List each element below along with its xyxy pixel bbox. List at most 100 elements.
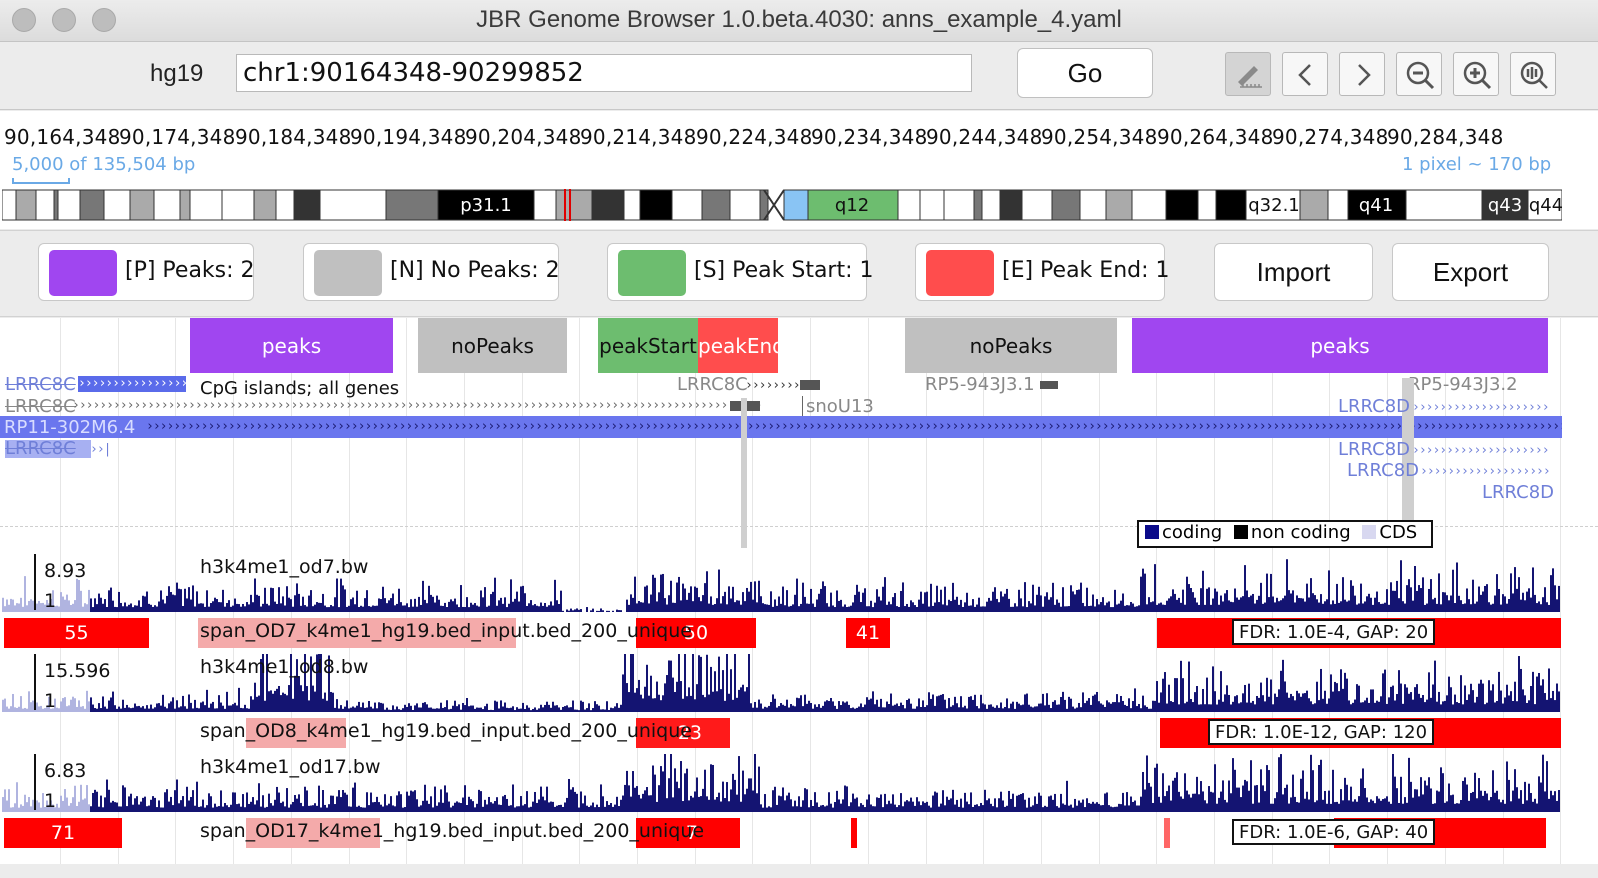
annotation-peak-end[interactable]: peakEnd <box>698 318 785 373</box>
coverage-bar <box>1228 780 1230 812</box>
gene-label[interactable]: snoU13 <box>806 396 874 417</box>
peak-track[interactable]: 55 50 41 span_OD7_k4me1_hg19.bed_input.b… <box>0 616 1598 650</box>
gene-label[interactable]: RP5-943J3.2 <box>1408 374 1518 395</box>
fdr-gap-box[interactable]: FDR: 1.0E-12, GAP: 120 <box>1208 719 1435 745</box>
peak-track[interactable]: 71 7 span_OD17_k4me1_hg19.bed_input.bed_… <box>0 816 1598 850</box>
import-button[interactable]: Import <box>1214 243 1373 301</box>
peak-block[interactable] <box>1164 818 1170 848</box>
coverage-bar <box>1020 794 1022 812</box>
coverage-bar <box>462 797 464 812</box>
gene-feature[interactable] <box>802 396 803 416</box>
peak-block[interactable]: 41 <box>846 618 890 648</box>
coverage-bar <box>1526 800 1528 812</box>
fdr-gap-box[interactable]: FDR: 1.0E-6, GAP: 40 <box>1232 819 1436 845</box>
coverage-bar <box>662 695 664 712</box>
peak-start-button[interactable]: [S] Peak Start: 1 <box>607 243 874 301</box>
zoom-window-button[interactable] <box>92 8 116 32</box>
peak-block[interactable] <box>246 818 380 848</box>
strand-arrows: ››››››››››››››››››››››››››››››››››››››››… <box>72 398 762 413</box>
coverage-bar <box>1378 798 1380 812</box>
peak-block[interactable]: 23 <box>636 718 730 748</box>
coverage-bar <box>848 704 850 712</box>
gene-feature[interactable] <box>5 440 91 458</box>
coverage-bar <box>706 654 708 712</box>
go-button[interactable]: Go <box>1017 48 1153 98</box>
minimize-window-button[interactable] <box>52 8 76 32</box>
coverage-bar <box>658 694 660 712</box>
gene-label[interactable]: RP11-302M6.4 <box>4 417 136 438</box>
coverage-bar <box>700 601 702 612</box>
coverage-bar <box>384 709 386 712</box>
coverage-bar <box>1286 784 1288 812</box>
gene-feature[interactable] <box>1040 381 1058 389</box>
pencil-ruler-button[interactable] <box>1225 52 1271 96</box>
gene-label[interactable]: LRRC8C <box>5 374 76 395</box>
gene-label[interactable]: RP5-943J3.1 <box>925 374 1035 395</box>
peaks-button[interactable]: [P] Peaks: 2 <box>38 243 255 301</box>
coverage-bar <box>18 603 20 612</box>
coverage-bar <box>318 602 320 612</box>
coverage-bar <box>988 597 990 612</box>
peak-block[interactable]: 50 <box>636 618 756 648</box>
peak-block[interactable]: 7 <box>636 818 740 848</box>
coverage-bar <box>752 790 754 812</box>
annotation-peaks[interactable]: peaks <box>1132 318 1548 373</box>
no-peaks-button[interactable]: [N] No Peaks: 2 <box>303 243 560 301</box>
peak-block[interactable]: 71 <box>4 818 122 848</box>
coverage-bar <box>310 805 312 812</box>
annotation-no-peaks[interactable]: noPeaks <box>418 318 567 373</box>
zoom-out-button[interactable] <box>1396 52 1442 96</box>
coverage-bar <box>274 601 276 612</box>
peak-block[interactable] <box>246 718 346 748</box>
peak-end-button[interactable]: [E] Peak End: 1 <box>915 243 1170 301</box>
zoom-in-button[interactable] <box>1453 52 1499 96</box>
coverage-histogram[interactable] <box>0 750 1562 812</box>
forward-button[interactable] <box>1339 52 1385 96</box>
coverage-bar <box>1546 602 1548 612</box>
gene-feature[interactable] <box>800 380 820 390</box>
coverage-bar <box>1440 704 1442 712</box>
coverage-bar <box>1510 801 1512 812</box>
zoom-fit-button[interactable] <box>1510 52 1556 96</box>
annotation-no-peaks[interactable]: noPeaks <box>905 318 1117 373</box>
coverage-bar <box>410 705 412 712</box>
coverage-bar <box>698 796 700 812</box>
gene-label[interactable]: LRRC8C <box>677 374 748 395</box>
coverage-bar <box>1040 703 1042 712</box>
fdr-gap-box[interactable]: FDR: 1.0E-4, GAP: 20 <box>1232 619 1436 645</box>
coverage-bar <box>186 598 188 612</box>
coverage-bar <box>608 804 610 812</box>
gene-label[interactable]: LRRC8C <box>5 396 76 417</box>
peak-block[interactable] <box>198 618 516 648</box>
location-input[interactable]: chr1:90164348-90299852 <box>236 54 972 92</box>
gene-label[interactable]: LRRC8C <box>5 438 76 459</box>
gene-label[interactable]: LRRC8D <box>1338 396 1411 417</box>
coverage-bar <box>1368 702 1370 712</box>
coverage-bar <box>1038 792 1040 812</box>
tracks-panel[interactable]: peaks noPeaks peakStart peakEnd noPeaks … <box>0 318 1598 864</box>
coverage-bar <box>196 707 198 712</box>
gene-label[interactable]: LRRC8D <box>1338 439 1411 460</box>
coverage-bar <box>484 799 486 812</box>
coverage-bar <box>26 708 28 712</box>
annotation-peaks[interactable]: peaks <box>190 318 393 373</box>
back-button[interactable] <box>1282 52 1328 96</box>
coverage-bar <box>1148 597 1150 612</box>
coverage-bar <box>264 807 266 812</box>
peak-block[interactable]: 55 <box>4 618 149 648</box>
coverage-bar <box>244 704 246 712</box>
coverage-histogram[interactable] <box>0 650 1562 712</box>
export-button[interactable]: Export <box>1392 243 1549 301</box>
gene-feature[interactable] <box>0 416 1562 438</box>
annotation-peak-start[interactable]: peakStart <box>598 318 698 373</box>
peak-track[interactable]: 23 span_OD8_k4me1_hg19.bed_input.bed_200… <box>0 716 1598 750</box>
coverage-bar <box>404 807 406 812</box>
gene-feature[interactable] <box>78 376 186 392</box>
gene-label[interactable]: LRRC8D <box>1482 482 1555 503</box>
coverage-bar <box>636 603 638 612</box>
gene-label[interactable]: LRRC8D <box>1347 460 1420 481</box>
peak-block[interactable] <box>851 818 857 848</box>
coverage-histogram[interactable] <box>0 548 1562 612</box>
chromosome-ideogram[interactable]: p31.1 q12 q32.1 q41 q43 q44 <box>2 189 1562 221</box>
close-window-button[interactable] <box>12 8 36 32</box>
